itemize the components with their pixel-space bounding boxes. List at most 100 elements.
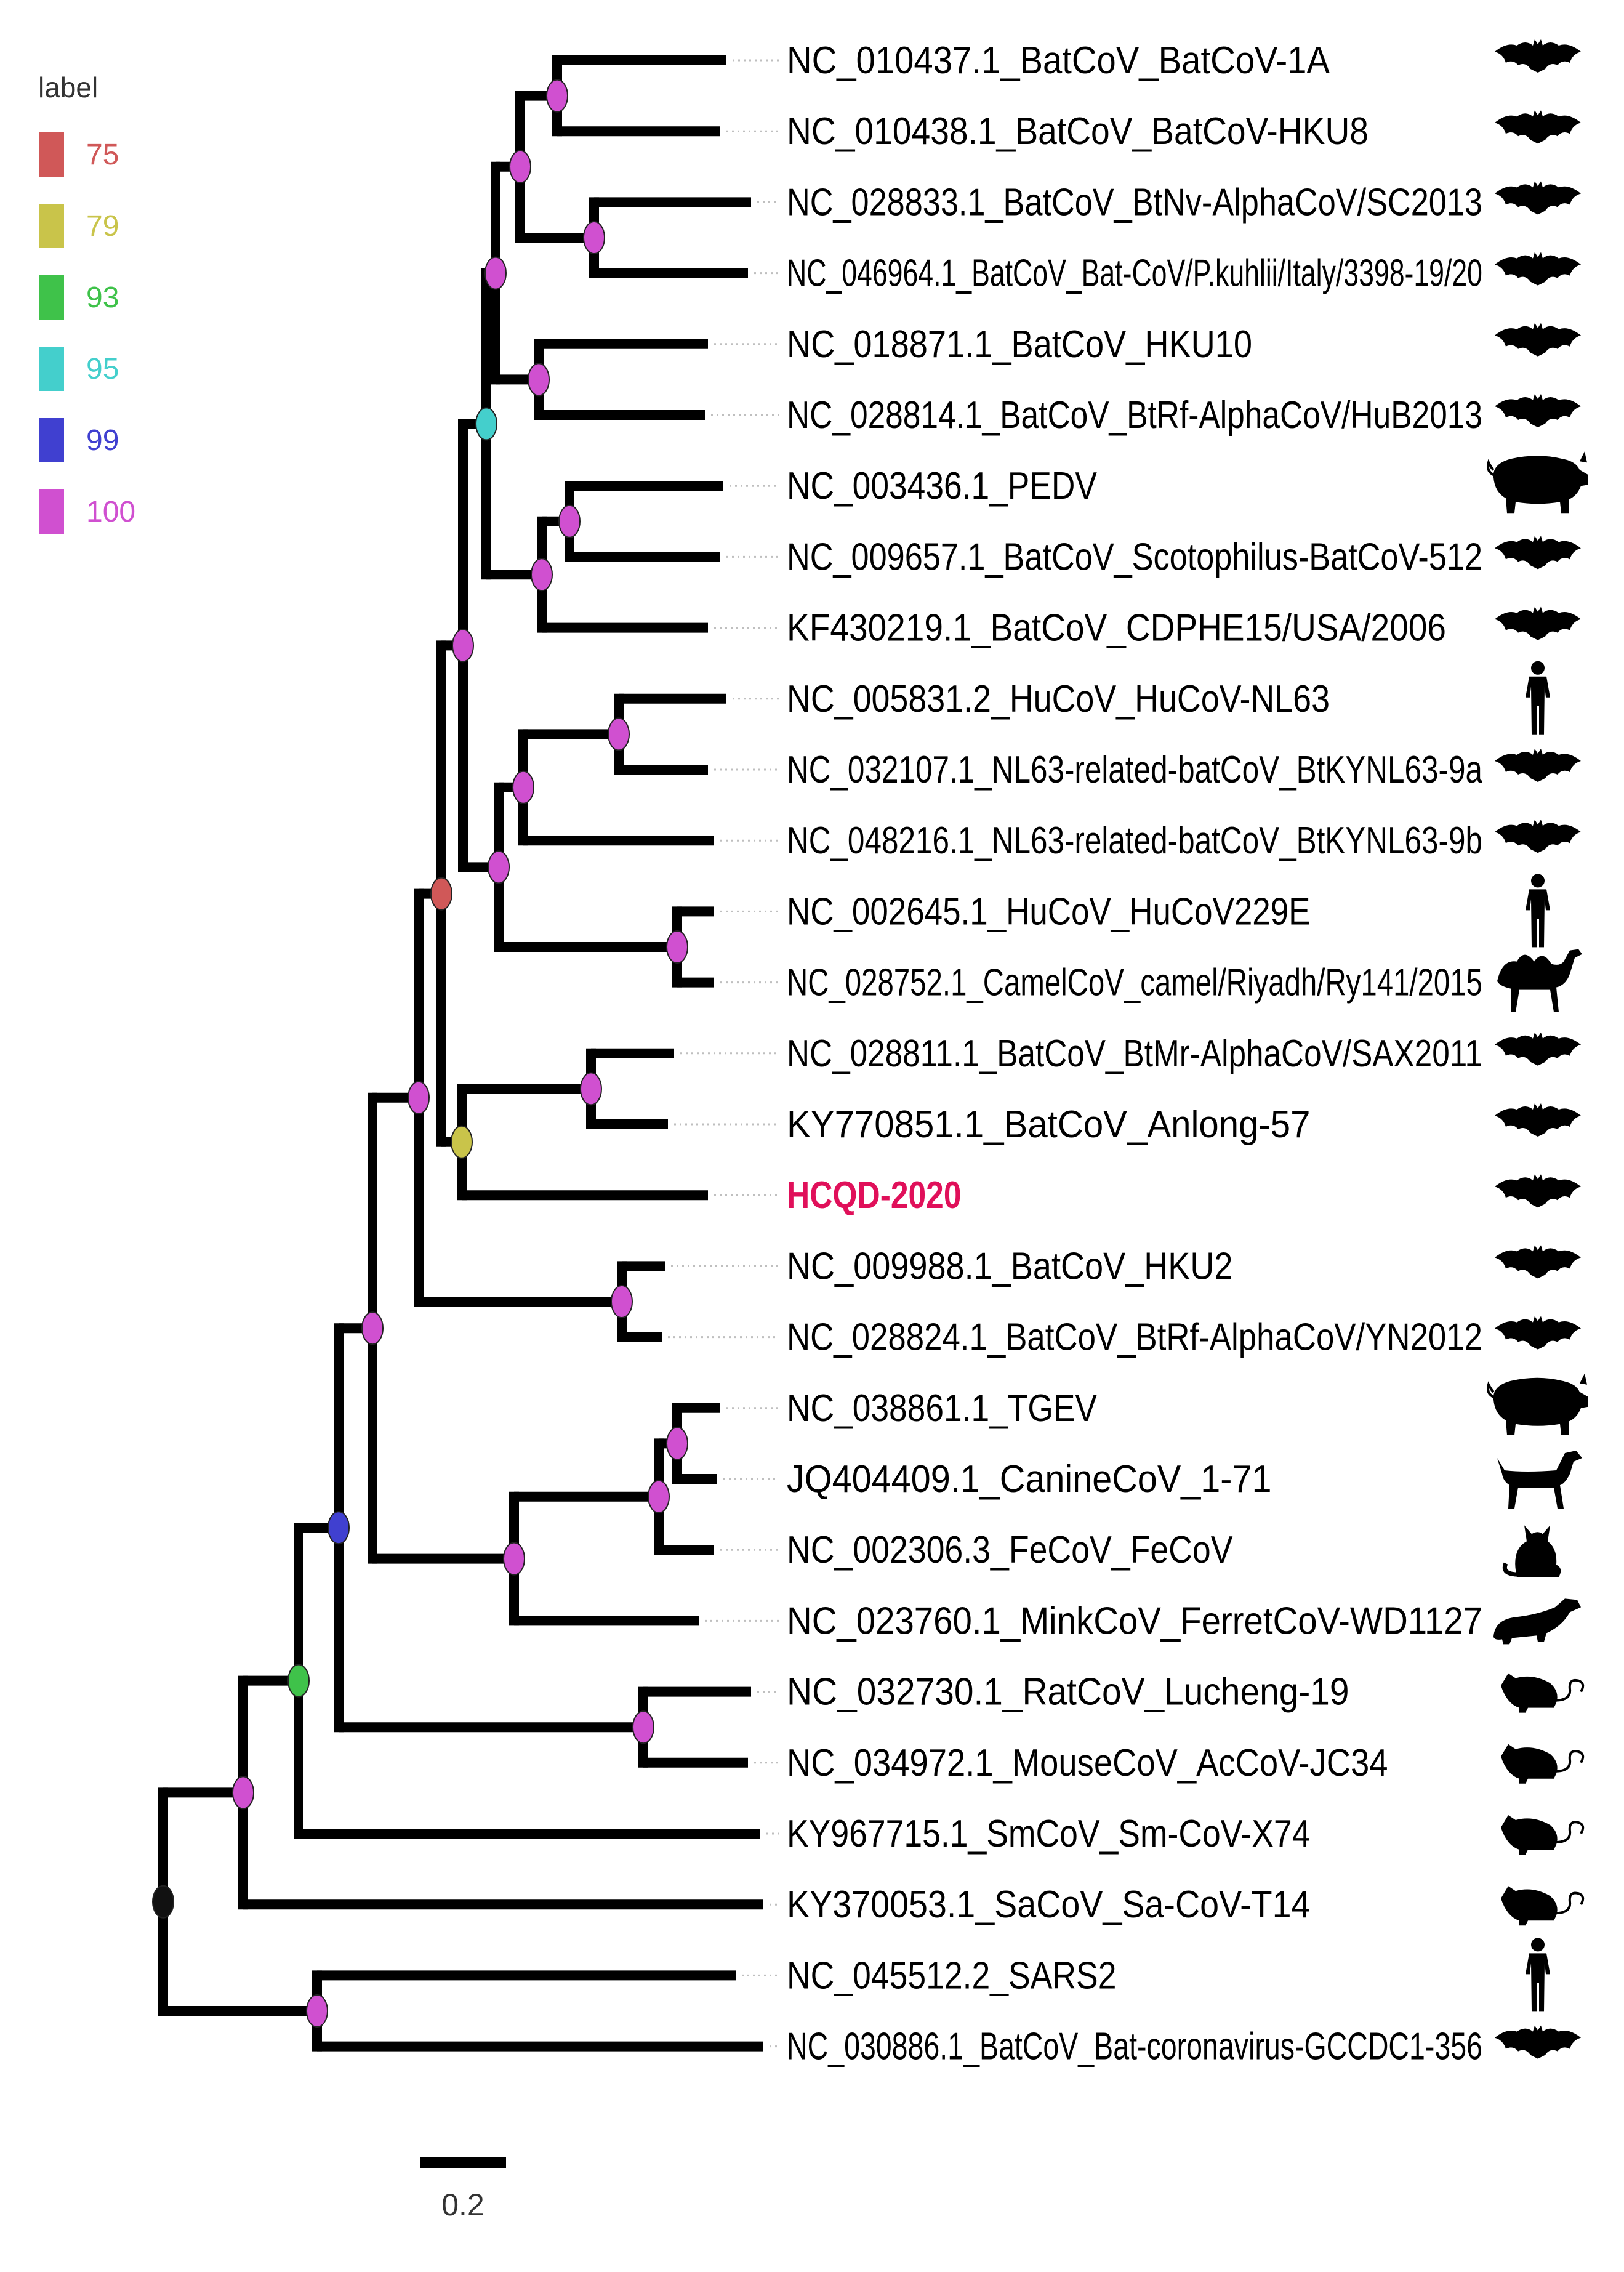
node-support-100 (232, 1776, 254, 1810)
node-support-100 (528, 363, 550, 397)
node-support-95 (475, 407, 497, 441)
node-support-100 (632, 1710, 654, 1744)
tip-label: NC_045512.2_SARS2 (787, 1954, 1117, 1997)
tip-label: KF430219.1_BatCoV_CDPHE15/USA/2006 (787, 607, 1446, 650)
scale-bar: 0.2 (420, 2157, 506, 2222)
bat-icon (1495, 1103, 1581, 1137)
host-silhouettes (1487, 39, 1590, 2059)
human-icon (1526, 661, 1550, 735)
node-support-100 (608, 717, 630, 751)
tip-label: NC_003436.1_PEDV (787, 465, 1098, 507)
node-support-100 (488, 850, 510, 884)
tip-label: NC_046964.1_BatCoV_Bat-CoV/P.kuhlii/Ital… (787, 252, 1482, 295)
legend-swatch (39, 347, 64, 391)
node-support-100 (512, 770, 534, 804)
node-support-100 (408, 1081, 430, 1114)
node-support-100 (648, 1480, 670, 1513)
tip-label: NC_028833.1_BatCoV_BtNv-AlphaCoV/SC2013 (787, 181, 1482, 224)
node-support-100 (531, 558, 553, 592)
bat-icon (1495, 2025, 1581, 2059)
legend-swatch (39, 275, 64, 320)
rodent-icon (1500, 1742, 1585, 1785)
tip-label: NC_010437.1_BatCoV_BatCoV-1A (787, 39, 1330, 82)
bat-icon (1495, 323, 1581, 357)
node-support-100 (611, 1285, 633, 1318)
legend-swatch (39, 418, 64, 462)
legend-title: label (38, 71, 98, 103)
tip-label: NC_028824.1_BatCoV_BtRf-AlphaCoV/YN2012 (787, 1316, 1482, 1359)
node-support-markers (152, 79, 688, 2028)
bat-icon (1495, 1245, 1581, 1279)
bat-icon (1495, 394, 1581, 427)
bat-icon (1495, 181, 1581, 215)
node-support-100 (546, 79, 568, 113)
bat-icon (1495, 1316, 1581, 1350)
tip-labels: NC_010437.1_BatCoV_BatCoV-1A NC_010438.1_… (787, 39, 1482, 2068)
tip-label: NC_010438.1_BatCoV_BatCoV-HKU8 (787, 110, 1369, 153)
legend-swatch (39, 204, 64, 248)
node-support-100 (452, 629, 474, 663)
tip-label: NC_028814.1_BatCoV_BtRf-AlphaCoV/HuB2013 (787, 394, 1482, 437)
bat-icon (1495, 1174, 1581, 1208)
tip-label: NC_028811.1_BatCoV_BtMr-AlphaCoV/SAX2011 (787, 1033, 1482, 1075)
node-support-100 (666, 930, 688, 964)
rodent-icon (1500, 1885, 1585, 1927)
legend-swatch (39, 132, 64, 177)
tip-label: NC_002645.1_HuCoV_HuCoV229E (787, 890, 1311, 933)
tip-label: NC_034972.1_MouseCoV_AcCoV-JC34 (787, 1742, 1388, 1784)
human-icon (1526, 874, 1550, 948)
tip-label: KY770851.1_BatCoV_Anlong-57 (787, 1103, 1311, 1146)
tip-label: NC_005831.2_HuCoV_HuCoV-NL63 (787, 678, 1330, 720)
bat-icon (1495, 110, 1581, 144)
node-support-99 (328, 1511, 350, 1545)
node-support-100 (666, 1427, 688, 1460)
scale-bar-label: 0.2 (441, 2188, 484, 2222)
node-support-93 (287, 1664, 310, 1698)
legend-label: 79 (86, 210, 119, 243)
human-icon (1526, 1938, 1550, 2012)
tip-label: NC_038861.1_TGEV (787, 1387, 1098, 1430)
bat-icon (1495, 536, 1581, 570)
node-support-75 (430, 877, 452, 911)
pig-icon (1487, 1372, 1590, 1436)
tip-label: NC_023760.1_MinkCoV_FerretCoV-WD1127 (787, 1600, 1482, 1642)
tip-label: NC_030886.1_BatCoV_Bat-coronavirus-GCCDC… (787, 2026, 1482, 2068)
node-support-100 (558, 504, 581, 538)
tip-label: NC_032107.1_NL63-related-batCoV_BtKYNL63… (787, 749, 1482, 791)
node-support-100 (361, 1311, 384, 1345)
bat-icon (1495, 1032, 1581, 1066)
tip-label: NC_048216.1_NL63-related-batCoV_BtKYNL63… (787, 820, 1482, 862)
legend-label: 100 (86, 496, 135, 528)
dog-icon (1497, 1451, 1582, 1509)
bat-icon (1495, 39, 1581, 73)
bat-icon (1495, 606, 1581, 640)
node-support-100 (484, 256, 507, 290)
tip-label: KY370053.1_SaCoV_Sa-CoV-T14 (787, 1883, 1311, 1926)
tip-label: JQ404409.1_CanineCoV_1-71 (787, 1458, 1272, 1501)
node-support-100 (503, 1542, 525, 1576)
tip-label-highlight: HCQD-2020 (787, 1174, 962, 1217)
legend-label: 95 (86, 353, 119, 385)
node-support-root (152, 1885, 174, 1919)
tip-label: NC_028752.1_CamelCoV_camel/Riyadh/Ry141/… (787, 962, 1482, 1004)
rodent-icon (1500, 1814, 1585, 1856)
legend-label: 99 (86, 424, 119, 457)
tip-label: KY967715.1_SmCoV_Sm-CoV-X74 (787, 1813, 1311, 1855)
node-support-100 (580, 1072, 602, 1106)
node-support-79 (451, 1125, 473, 1159)
node-support-100 (583, 221, 605, 254)
tip-leader-lines (668, 59, 779, 2048)
tip-label: NC_009988.1_BatCoV_HKU2 (787, 1245, 1233, 1287)
rodent-icon (1500, 1672, 1585, 1714)
legend-label: 93 (86, 281, 119, 314)
legend-label: 75 (86, 139, 119, 171)
tree-branches (158, 55, 763, 2052)
cat-icon (1505, 1525, 1561, 1577)
bat-icon (1495, 252, 1581, 286)
legend-swatch (39, 489, 64, 534)
tip-label: NC_002306.3_FeCoV_FeCoV (787, 1529, 1233, 1571)
bat-icon (1495, 820, 1581, 853)
legend: label 75 79 93 95 99 100 (38, 71, 135, 534)
pig-icon (1487, 450, 1590, 515)
